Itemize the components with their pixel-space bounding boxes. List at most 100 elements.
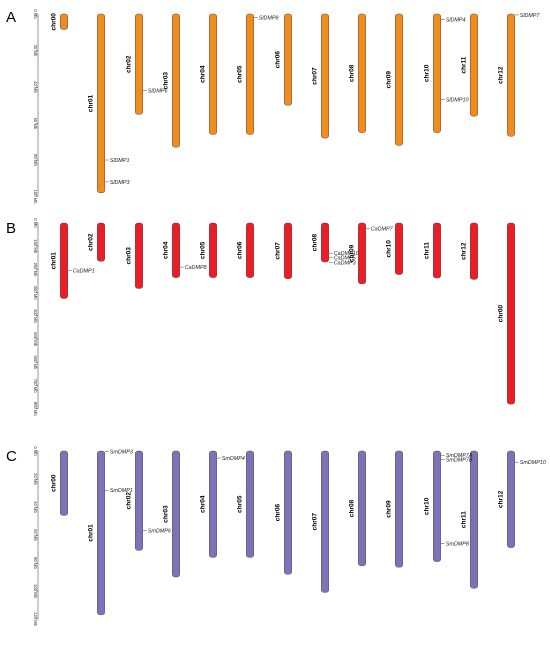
scale-tick-label: 200 Mb [33, 262, 38, 277]
chromosome-label: chr06 [237, 241, 244, 259]
chromosome-bar-chr12 [507, 450, 515, 548]
scale-tick-label: 80 Mb [33, 154, 38, 166]
gene-label: SmDMP8 [446, 541, 469, 547]
chromosome-bar-chr04 [209, 13, 217, 135]
gene-label: CaDMP7 [371, 227, 394, 233]
chromosome-bar-chr07 [284, 222, 292, 279]
panel-c: C 0 Mb 20 Mb 40 Mb 60 Mb 80 Mb 100 Mb 120 Mb chr… [6, 446, 546, 626]
chromosome-bar-chr10 [433, 13, 441, 133]
scale-tick-label: 60 Mb [33, 529, 38, 541]
chromosome-label: chr04 [200, 65, 207, 83]
chromosome-bar-chr03 [172, 13, 180, 148]
scale-tick-label: 0 Mb [33, 218, 38, 228]
chromosome-bar-chr10 [433, 450, 441, 562]
chromosome-bar-chr11 [470, 13, 478, 117]
chromosome-label: chr04 [163, 241, 170, 259]
gene-label: CaDMP3 [334, 260, 356, 266]
panel-a: A 0 Mb 20 Mb 40 Mb 60 Mb 80 Mb 100 Mb chr00 chr0… [6, 9, 541, 204]
chromosome-bar-chr07 [321, 13, 329, 139]
chromosome-bar-chr10 [395, 222, 403, 275]
chromosome-label: chr08 [349, 499, 356, 517]
gene-label: SlDMP4 [446, 17, 466, 23]
scale-tick-label: 300 Mb [33, 286, 38, 301]
scale-tick-label: 100 Mb [33, 190, 38, 205]
chromosome-label: chr05 [237, 65, 244, 83]
scale-tick-label: 120 Mb [33, 612, 38, 627]
chromosome-bar-chr07 [321, 450, 329, 593]
gene-label: SlDMP3 [110, 180, 130, 186]
chromosome-label: chr10 [386, 240, 393, 258]
chromosome-bar-chr03 [172, 450, 180, 578]
scale-tick-label: 400 Mb [33, 309, 38, 324]
scale-tick-label: 80 Mb [33, 557, 38, 569]
scale-tick-label: 40 Mb [33, 81, 38, 93]
chromosome-label: chr01 [51, 252, 58, 270]
scale-tick-label: 100 Mb [33, 239, 38, 254]
gene-label: CaDMP1 [73, 269, 95, 275]
chromosome-label: chr01 [88, 524, 95, 542]
chromosome-label: chr02 [126, 492, 133, 510]
gene-label: SmDMP7B [446, 457, 473, 463]
chromosome-label: chr07 [312, 513, 319, 531]
gene-label: SmDMP4 [222, 456, 245, 462]
chromosome-bar-chr01 [97, 13, 105, 194]
chromosome-bar-chr00 [507, 222, 515, 405]
scale-tick-label: 20 Mb [33, 473, 38, 485]
chromosome-label: chr07 [312, 67, 319, 85]
chromosome-bar-chr02 [135, 13, 143, 115]
gene-label: SlDMP10 [446, 98, 469, 104]
chromosome-bar-chr05 [246, 13, 254, 135]
chromosome-bar-chr06 [246, 222, 254, 278]
chromosome-label: chr12 [498, 490, 505, 508]
chromosome-label: chr11 [461, 511, 468, 528]
chromosome-bar-chr11 [470, 450, 478, 589]
chromosome-label: chr06 [275, 504, 282, 522]
chromosome-bar-chr08 [321, 222, 329, 263]
chromosome-label: chr10 [424, 497, 431, 515]
gene-label: SlDMP7 [520, 13, 541, 19]
panel-letter: C [6, 448, 17, 465]
chromosome-bar-chr02 [97, 222, 105, 262]
panel-letter: A [6, 9, 16, 26]
gene-label: SlDMP8 [259, 16, 279, 22]
chromosome-label: chr11 [424, 242, 431, 259]
chromosome-label: chr10 [424, 64, 431, 82]
chromosome-label: chr00 [498, 305, 505, 323]
chromosome-label: chr03 [126, 247, 133, 265]
gene-label: SmDMP6 [148, 529, 171, 535]
gene-label: SlDMP6 [148, 89, 168, 95]
chromosome-label: chr07 [275, 242, 282, 260]
chromosome-bar-chr06 [284, 450, 292, 575]
chromosome-label: chr09 [386, 500, 393, 518]
chromosome-bar-chr01 [97, 450, 105, 616]
chromosome-bar-chr00 [60, 450, 68, 516]
panel-b: B 0 Mb 100 Mb 200 Mb 300 Mb 400 Mb 500 Mb 600 M… [6, 218, 515, 416]
chromosome-bar-chr09 [358, 222, 366, 285]
scale-tick-label: 20 Mb [33, 45, 38, 57]
chromosome-label: chr00 [51, 13, 58, 31]
chromosome-bar-chr08 [358, 13, 366, 133]
gene-label: SmDMP1 [110, 488, 133, 494]
chromosome-bar-chr11 [433, 222, 441, 279]
scale-tick-label: 0 Mb [33, 446, 38, 456]
chromosome-bar-chr01 [60, 222, 68, 299]
gene-label: CaDMP8 [185, 265, 207, 271]
chromosome-label: chr04 [200, 495, 207, 513]
chromosome-bar-chr09 [395, 13, 403, 146]
gene-label: CaDMP10 [334, 251, 359, 257]
chromosome-bar-chr12 [470, 222, 478, 280]
chromosome-bar-chr09 [395, 450, 403, 568]
chromosome-label: chr11 [461, 56, 468, 73]
scale-tick-label: 600 Mb [33, 355, 38, 370]
chromosome-label: chr00 [51, 474, 58, 492]
chromosome-label: chr05 [200, 241, 207, 259]
gene-label: SmDMP3 [110, 450, 133, 456]
scale-tick-label: 40 Mb [33, 501, 38, 513]
scale-tick-label: 100 Mb [33, 584, 38, 599]
chromosome-label: chr03 [163, 505, 170, 523]
chromosome-bar-chr00 [60, 13, 68, 30]
chromosome-bar-chr08 [358, 450, 366, 567]
chromosome-bar-chr03 [135, 222, 143, 289]
scale-tick-label: 800 Mb [33, 402, 38, 417]
